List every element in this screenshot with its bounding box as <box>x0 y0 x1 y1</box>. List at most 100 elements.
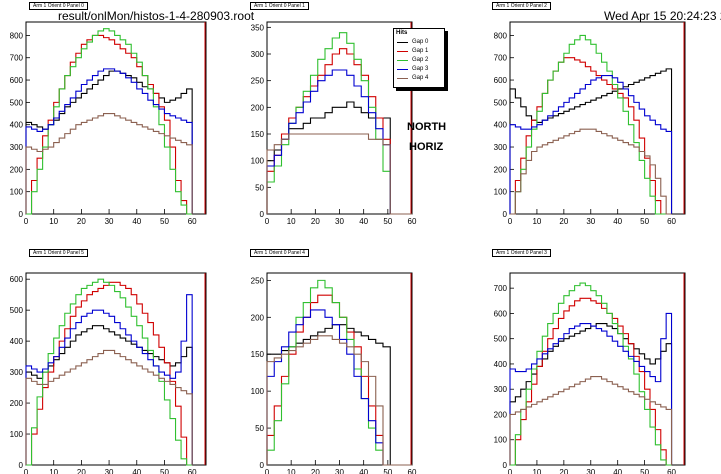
y-tick-label: 250 <box>251 276 265 285</box>
x-tick-label: 60 <box>408 217 417 226</box>
y-tick-label: 400 <box>494 121 508 130</box>
y-tick-label: 200 <box>494 165 508 174</box>
y-tick-label: 300 <box>10 143 24 152</box>
plot-frame <box>25 272 207 466</box>
series-gap-3 <box>25 294 193 465</box>
x-tick-label: 40 <box>359 468 368 474</box>
y-tick-label: 400 <box>10 121 24 130</box>
x-tick-label: 10 <box>49 217 58 226</box>
y-tick-label: 500 <box>10 306 24 315</box>
y-tick-label: 300 <box>251 50 265 59</box>
series-gap-2 <box>266 279 412 466</box>
x-tick-label: 20 <box>77 217 86 226</box>
panel-title-5: Arm 1 Orient 0 Panel 3 <box>492 249 551 257</box>
x-tick-label: 20 <box>559 217 568 226</box>
series-gap-2 <box>26 28 193 215</box>
y-tick-label: 200 <box>10 399 24 408</box>
legend-swatch <box>397 51 408 52</box>
series-gap-2 <box>26 278 193 466</box>
legend-label: Gap 1 <box>412 48 429 54</box>
series-gap-4 <box>510 128 672 215</box>
x-tick-label: 10 <box>532 217 541 226</box>
y-tick-label: 200 <box>494 410 508 419</box>
x-tick-label: 50 <box>160 217 169 226</box>
x-tick-label: 40 <box>613 217 622 226</box>
y-tick-label: 800 <box>10 31 24 40</box>
x-tick-label: 50 <box>640 468 649 474</box>
y-tick-label: 0 <box>503 210 508 219</box>
x-tick-label: 50 <box>160 468 169 474</box>
x-tick-label: 40 <box>359 217 368 226</box>
panel-title-1: Arm 1 Orient 0 Panel 1 <box>250 2 309 10</box>
y-tick-label: 600 <box>494 309 508 318</box>
y-tick-label: 600 <box>494 76 508 85</box>
series-gap-3 <box>509 75 673 214</box>
x-tick-label: 60 <box>667 217 676 226</box>
y-tick-label: 600 <box>10 275 24 284</box>
y-tick-label: 200 <box>251 313 265 322</box>
x-tick-label: 60 <box>667 468 676 474</box>
y-tick-label: 150 <box>251 350 265 359</box>
y-tick-label: 700 <box>494 54 508 63</box>
legend-label: Gap 3 <box>412 66 429 72</box>
y-tick-label: 0 <box>503 461 508 470</box>
panel-title-3: Arm 1 Orient 0 Panel 5 <box>29 249 88 257</box>
legend-entry-gap-4: Gap 4 <box>394 74 444 83</box>
panel-title-0: Arm 1 Orient 0 Panel 0 <box>29 2 88 10</box>
x-tick-label: 10 <box>287 468 296 474</box>
y-tick-label: 300 <box>494 385 508 394</box>
x-tick-label: 50 <box>383 217 392 226</box>
y-tick-label: 600 <box>10 76 24 85</box>
x-tick-label: 50 <box>640 217 649 226</box>
x-tick-label: 30 <box>586 217 595 226</box>
y-tick-label: 700 <box>494 284 508 293</box>
legend-label: Gap 0 <box>412 39 429 45</box>
y-tick-label: 100 <box>494 188 508 197</box>
legend-entry-gap-3: Gap 3 <box>394 65 444 74</box>
file-name: result/onlMon/histos-1-4-280903.root <box>58 9 255 23</box>
series-gap-3 <box>25 68 193 214</box>
panel-1: 0 10 20 30 40 50 60 0 50 100 150 200 250 300 350 <box>251 21 417 226</box>
timestamp: Wed Apr 15 20:24:23 2009 <box>604 9 721 23</box>
panel-title-4: Arm 1 Orient 0 Panel 4 <box>250 249 309 257</box>
series-gap-4 <box>25 349 193 465</box>
x-tick-label: 10 <box>49 468 58 474</box>
y-tick-label: 0 <box>260 210 265 219</box>
y-tick-label: 350 <box>251 23 265 32</box>
series-gap-4 <box>266 335 412 466</box>
y-tick-label: 50 <box>255 183 264 192</box>
y-tick-label: 700 <box>10 54 24 63</box>
y-tick-label: 100 <box>251 387 265 396</box>
y-tick-label: 0 <box>19 210 24 219</box>
x-tick-label: 60 <box>188 217 197 226</box>
x-tick-label: 30 <box>335 217 344 226</box>
plot-frame <box>509 21 686 215</box>
y-tick-label: 100 <box>251 157 265 166</box>
x-tick-label: 30 <box>586 468 595 474</box>
annotation-north: NORTH <box>407 121 447 133</box>
x-tick-label: 0 <box>24 468 29 474</box>
x-tick-label: 30 <box>335 468 344 474</box>
y-tick-label: 500 <box>494 98 508 107</box>
x-tick-label: 20 <box>311 468 320 474</box>
x-tick-label: 40 <box>132 217 141 226</box>
x-tick-label: 10 <box>287 217 296 226</box>
series-gap-2 <box>510 282 672 466</box>
x-tick-label: 60 <box>188 468 197 474</box>
legend-swatch <box>397 69 408 70</box>
panel-title-2: Arm 1 Orient 0 Panel 2 <box>492 2 551 10</box>
legend-entry-gap-1: Gap 1 <box>394 47 444 56</box>
x-tick-label: 30 <box>105 468 114 474</box>
x-tick-label: 0 <box>265 468 270 474</box>
y-tick-label: 50 <box>255 424 264 433</box>
y-tick-label: 400 <box>10 337 24 346</box>
y-tick-label: 800 <box>494 31 508 40</box>
legend-entry-gap-2: Gap 2 <box>394 56 444 65</box>
y-tick-label: 150 <box>251 130 265 139</box>
series-gap-4 <box>266 133 412 215</box>
